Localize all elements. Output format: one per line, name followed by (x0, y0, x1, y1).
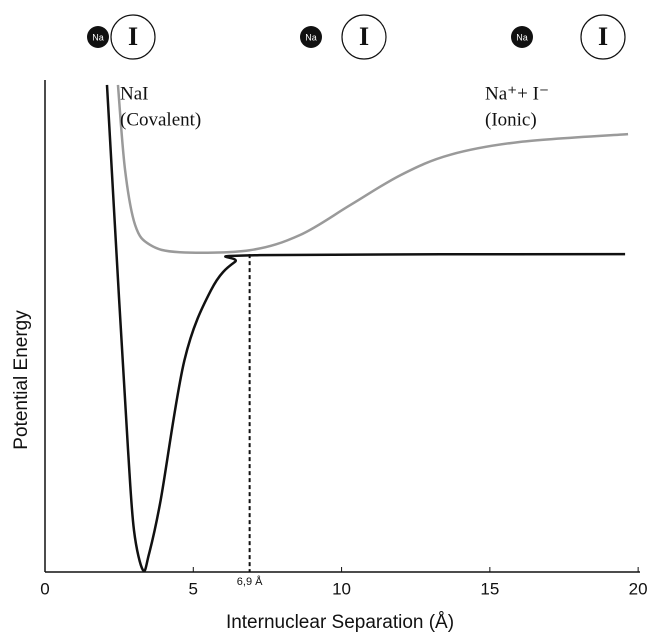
atom-small (87, 26, 109, 48)
atom-small (300, 26, 322, 48)
x-tick-label: 0 (40, 579, 49, 598)
marker-label: 6,9 Å (237, 575, 263, 588)
atom-small-label: Na (305, 32, 317, 42)
atom-small (511, 26, 533, 48)
annotation-sub: (Ionic) (485, 109, 537, 130)
x-tick-label: 20 (629, 579, 648, 598)
y-axis-label: Potential Energy (11, 310, 32, 450)
x-tick-label: 15 (480, 579, 499, 598)
curve (116, 84, 629, 254)
atom-large (110, 14, 156, 60)
curve (105, 84, 626, 573)
annotation: NaI (120, 83, 148, 104)
annotation: Na⁺+ I⁻ (485, 83, 549, 104)
atom-large-label: I (359, 22, 369, 51)
atom-large-label: I (128, 22, 138, 51)
atom-large (580, 14, 626, 60)
x-tick-label: 5 (189, 579, 198, 598)
atom-small-label: Na (516, 32, 528, 42)
x-tick-label: 10 (332, 579, 351, 598)
annotation-sub: (Covalent) (120, 109, 201, 130)
atom-small-label: Na (92, 32, 104, 42)
atom-large-label: I (598, 22, 608, 51)
x-axis-label: Internuclear Separation (Å) (226, 612, 454, 633)
atom-large (341, 14, 387, 60)
